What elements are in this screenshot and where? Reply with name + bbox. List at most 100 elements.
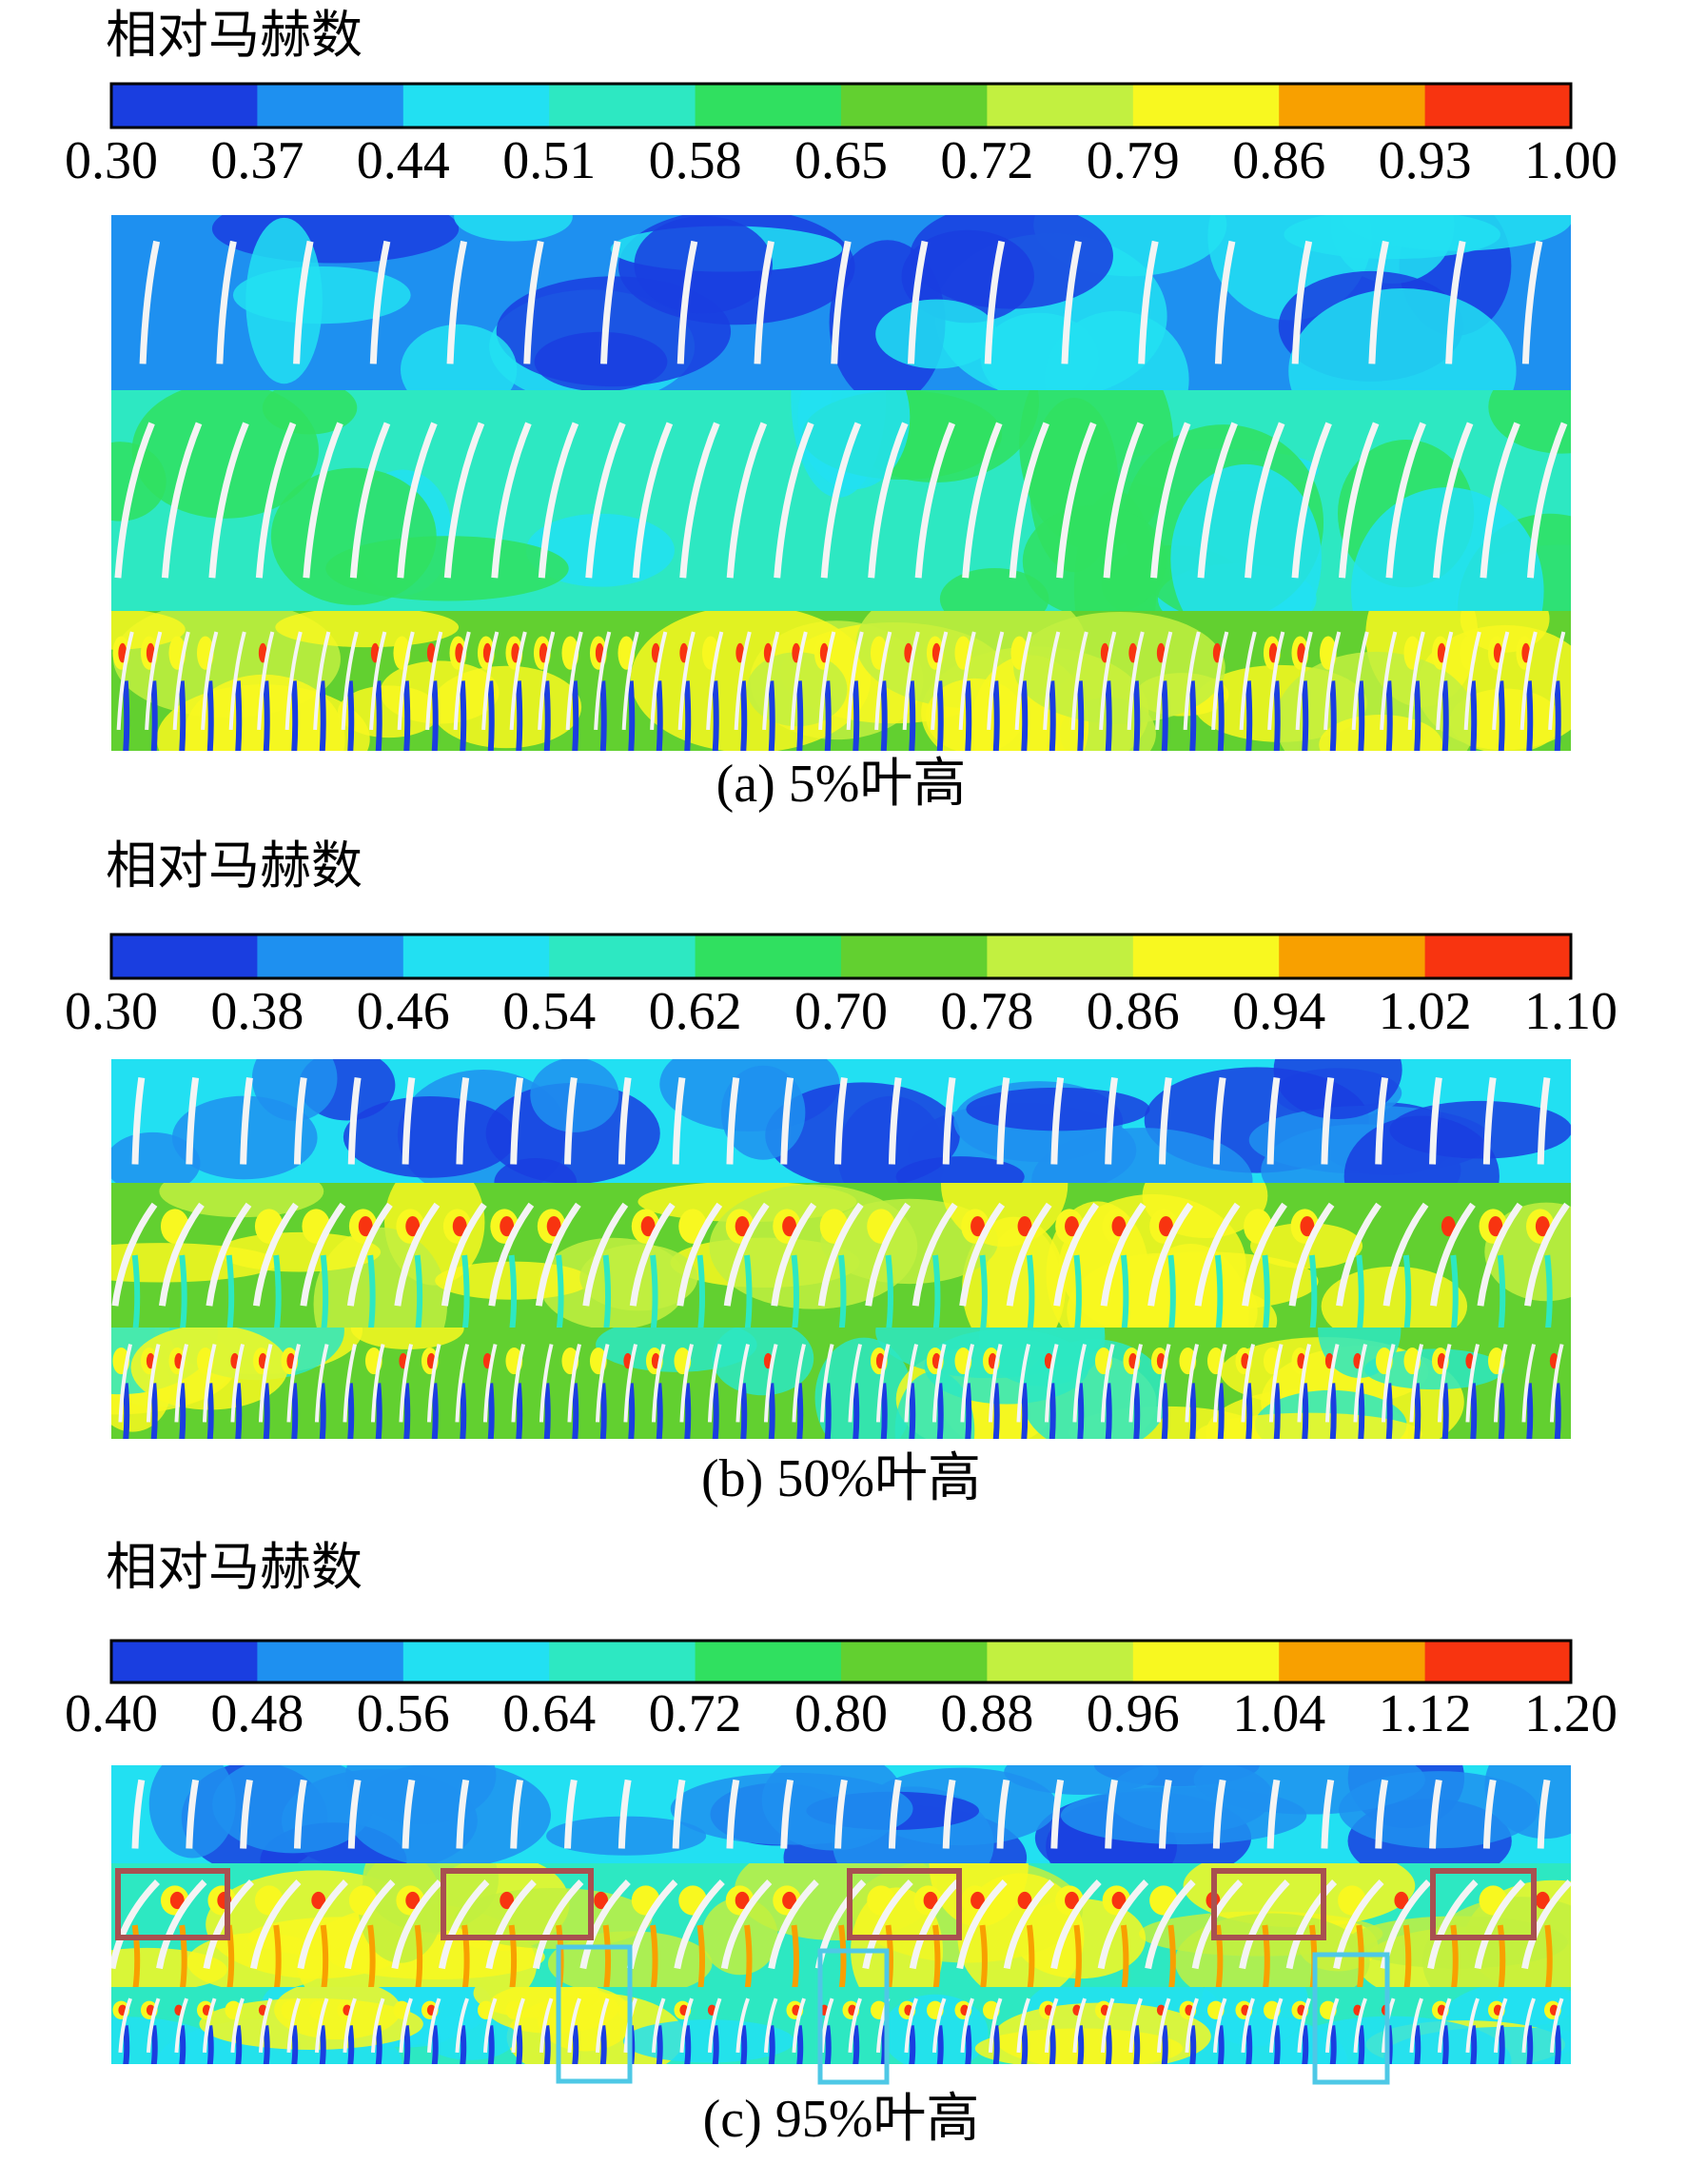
caption: (b) 50%叶高	[701, 1449, 981, 1508]
blade	[848, 1344, 863, 1423]
contour-peak	[923, 1891, 938, 1910]
wake	[543, 1383, 551, 1439]
wake	[1301, 1383, 1309, 1439]
blade	[585, 422, 626, 579]
wake	[931, 1254, 941, 1328]
contour-blob	[1273, 1059, 1402, 1120]
colorbar-tick-label: 0.80	[794, 1684, 888, 1743]
blade	[425, 631, 443, 731]
blade	[1072, 1344, 1088, 1423]
blade	[621, 631, 639, 731]
contour-peak	[1535, 1891, 1550, 1910]
blade	[632, 422, 674, 579]
blade	[1150, 422, 1191, 579]
wake	[931, 1924, 941, 1987]
contour-peak	[970, 1891, 985, 1910]
colorbar-tick-label: 0.64	[502, 1684, 596, 1743]
colorbar-segment	[402, 935, 550, 978]
blade	[674, 1879, 725, 1970]
colorbar-tick-label: 1.00	[1524, 131, 1617, 190]
blade	[1266, 1077, 1281, 1165]
blade	[754, 240, 774, 364]
wake	[1073, 1254, 1082, 1328]
contour-blob	[1288, 288, 1517, 390]
colorbar-title: 相对马赫数	[106, 836, 363, 895]
blade	[834, 1077, 848, 1165]
wake	[1245, 680, 1253, 751]
colorbar-segment	[402, 84, 550, 128]
colorbar-tick-label: 0.30	[65, 131, 158, 190]
wake	[263, 1383, 270, 1439]
contour-peak	[1159, 1215, 1173, 1237]
colorbar-segment	[111, 84, 258, 128]
wake	[712, 1383, 719, 1439]
contour-peak	[1441, 1215, 1456, 1237]
blade	[343, 1344, 358, 1423]
blade	[780, 1077, 794, 1165]
colorbar-tick-label: 0.46	[357, 982, 450, 1041]
blade	[347, 1077, 362, 1165]
blade	[707, 1997, 722, 2053]
wake	[571, 680, 579, 751]
wake	[1441, 680, 1449, 751]
blade	[1333, 1879, 1384, 1970]
wake	[1076, 1383, 1085, 1439]
wake	[1217, 1383, 1225, 1439]
blade	[202, 1997, 217, 2053]
wake	[263, 2025, 270, 2064]
blade	[1375, 1077, 1389, 1165]
blade	[1375, 1779, 1389, 1849]
blade	[488, 1202, 535, 1307]
wake	[602, 1924, 612, 1987]
colorbar-frame	[109, 1639, 1573, 1684]
blade	[535, 1202, 581, 1307]
blade	[1016, 1997, 1030, 2053]
blade	[958, 631, 976, 731]
blade	[1436, 631, 1454, 731]
blade	[579, 1879, 631, 1970]
blade	[1212, 1344, 1227, 1423]
panel: 相对马赫数 0.30 0.37 0.44 0.51 0.58 0.65 0.72 0.79 0.8…	[65, 5, 1617, 814]
contour-blob	[1342, 215, 1571, 251]
blade	[865, 1202, 912, 1307]
wake	[824, 680, 832, 751]
colorbar-tick-label: 1.12	[1379, 1684, 1472, 1743]
blade	[394, 1202, 441, 1307]
blade	[161, 422, 203, 579]
blade	[201, 631, 219, 731]
blade	[988, 1344, 1003, 1423]
contour-blob	[634, 215, 774, 314]
contour-peak	[500, 1215, 515, 1237]
colorbar-tick-label: 0.94	[1232, 982, 1325, 1041]
wake	[1544, 1254, 1553, 1328]
contour-peak	[1017, 1215, 1032, 1237]
blade	[1097, 1879, 1149, 1970]
blade	[1324, 1997, 1340, 2053]
blade	[509, 631, 527, 731]
blade	[1127, 631, 1145, 731]
blade	[1324, 1344, 1340, 1423]
blade	[623, 1344, 638, 1423]
blade	[1070, 631, 1088, 731]
contour-peak	[782, 1891, 796, 1910]
wake	[599, 680, 607, 751]
colorbar-tick-label: 0.72	[649, 1684, 742, 1743]
blade	[111, 1202, 158, 1307]
wake	[122, 680, 130, 751]
blade	[297, 1879, 348, 1970]
contour-peak	[1488, 1215, 1503, 1237]
blade	[1385, 422, 1426, 579]
blade	[349, 422, 391, 579]
wake	[234, 680, 243, 751]
wake	[1525, 680, 1534, 751]
contour-peak	[405, 1215, 421, 1237]
blade	[1147, 1202, 1193, 1307]
wake	[273, 1254, 282, 1328]
contour-row	[111, 390, 1571, 611]
colorbar-segment	[1279, 1641, 1426, 1682]
wake	[1497, 1924, 1506, 1987]
wake	[1498, 2025, 1505, 2064]
blade	[482, 1344, 498, 1423]
blade	[402, 1779, 416, 1849]
blade	[984, 240, 1006, 364]
